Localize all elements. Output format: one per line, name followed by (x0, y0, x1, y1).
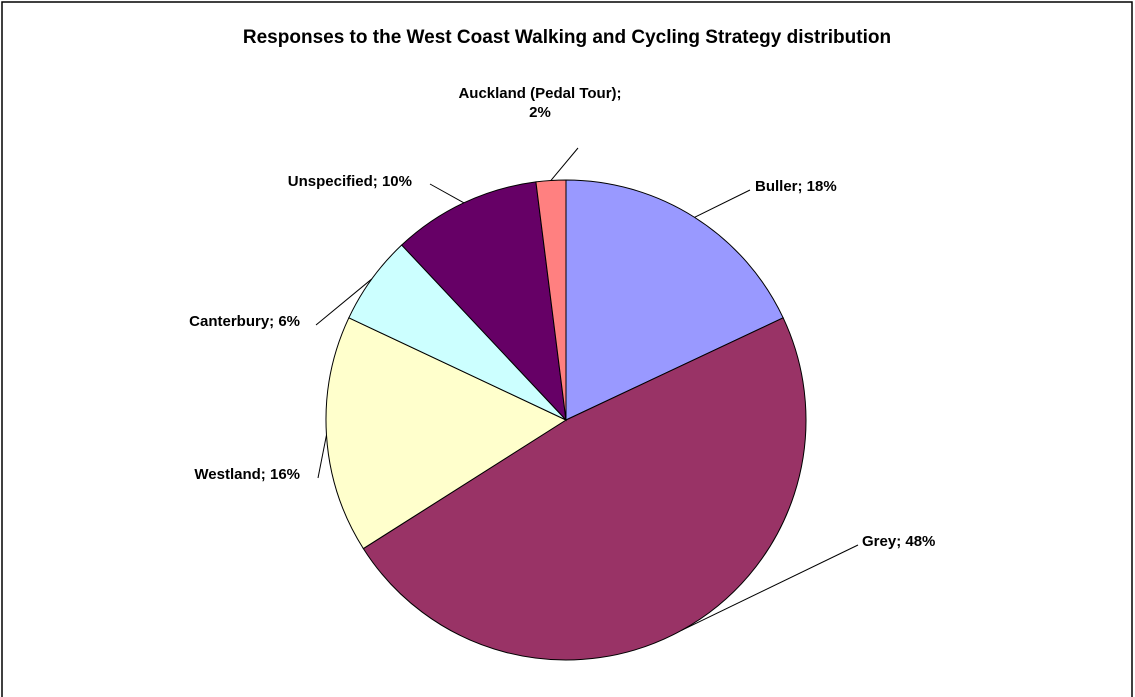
leader-line (694, 189, 751, 218)
data-label: Canterbury; 6% (189, 313, 300, 330)
pie-slice (362, 317, 807, 661)
data-label: Auckland (Pedal Tour); 2% (458, 85, 621, 121)
data-label: Westland; 16% (194, 466, 300, 483)
chart-title: Responses to the West Coast Walking and … (243, 27, 891, 48)
pie-slice (325, 317, 568, 550)
leader-line (317, 434, 327, 479)
label-line: Auckland (Pedal Tour); (458, 85, 621, 102)
data-label: Unspecified; 10% (288, 173, 412, 190)
leader-line (429, 183, 465, 204)
data-label: Grey; 48% (862, 533, 935, 550)
leader-line (550, 147, 579, 181)
leader-line (681, 544, 859, 631)
data-label: Buller; 18% (755, 178, 837, 195)
leader-line (315, 278, 373, 326)
pie-slice (401, 181, 567, 422)
label-line: 2% (529, 104, 551, 121)
